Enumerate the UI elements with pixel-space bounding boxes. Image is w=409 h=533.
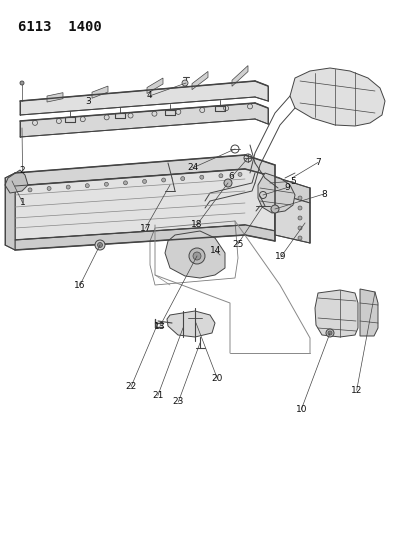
Text: 1: 1 (20, 198, 25, 207)
Polygon shape (289, 68, 384, 126)
Text: 22: 22 (125, 382, 137, 391)
Circle shape (123, 181, 127, 185)
Polygon shape (274, 193, 309, 243)
Text: 9: 9 (283, 183, 289, 192)
Polygon shape (5, 170, 28, 193)
Text: 6: 6 (228, 173, 234, 181)
Text: 17: 17 (139, 224, 151, 232)
Circle shape (237, 172, 241, 176)
Text: 4: 4 (146, 92, 152, 100)
Text: 23: 23 (172, 398, 184, 406)
Polygon shape (166, 311, 214, 337)
Circle shape (95, 240, 105, 250)
Polygon shape (191, 71, 207, 90)
Circle shape (297, 236, 301, 240)
Circle shape (270, 205, 278, 213)
Text: 20: 20 (211, 374, 222, 383)
Polygon shape (359, 289, 377, 336)
Polygon shape (231, 66, 247, 86)
Circle shape (85, 184, 89, 188)
Polygon shape (92, 86, 108, 98)
Text: 19: 19 (274, 253, 286, 261)
Circle shape (142, 180, 146, 183)
Text: 18: 18 (191, 221, 202, 229)
Polygon shape (47, 93, 63, 102)
Circle shape (199, 175, 203, 179)
Circle shape (28, 188, 32, 192)
Text: 25: 25 (231, 240, 243, 248)
Circle shape (66, 185, 70, 189)
Circle shape (297, 216, 301, 220)
Text: 16: 16 (74, 281, 85, 289)
Polygon shape (164, 231, 225, 278)
Polygon shape (20, 103, 267, 137)
Text: 24: 24 (187, 164, 198, 172)
Circle shape (97, 243, 102, 247)
Circle shape (104, 182, 108, 186)
Text: 21: 21 (152, 391, 163, 400)
Circle shape (297, 226, 301, 230)
Polygon shape (15, 225, 274, 250)
Polygon shape (15, 169, 274, 240)
Polygon shape (314, 290, 357, 337)
Circle shape (161, 178, 165, 182)
Polygon shape (274, 177, 309, 203)
Text: 7: 7 (314, 158, 320, 167)
Circle shape (189, 248, 204, 264)
Circle shape (327, 331, 331, 335)
Polygon shape (15, 155, 274, 186)
Text: 14: 14 (209, 246, 220, 255)
Text: 13: 13 (154, 322, 165, 330)
Text: 5: 5 (290, 177, 295, 185)
Text: 10: 10 (295, 405, 306, 414)
Circle shape (182, 80, 188, 86)
Circle shape (180, 176, 184, 181)
Circle shape (20, 81, 24, 85)
Circle shape (223, 179, 231, 187)
Polygon shape (147, 78, 163, 93)
Circle shape (325, 329, 333, 337)
Text: 8: 8 (320, 190, 326, 198)
Text: 3: 3 (85, 97, 91, 106)
Circle shape (297, 206, 301, 210)
Polygon shape (257, 173, 294, 213)
Circle shape (47, 187, 51, 190)
Text: 2: 2 (20, 166, 25, 175)
Polygon shape (5, 173, 15, 250)
Circle shape (193, 252, 200, 260)
Text: 6113  1400: 6113 1400 (18, 20, 101, 34)
Circle shape (297, 196, 301, 200)
Circle shape (218, 174, 222, 178)
Text: 12: 12 (350, 386, 362, 394)
Polygon shape (20, 81, 267, 115)
